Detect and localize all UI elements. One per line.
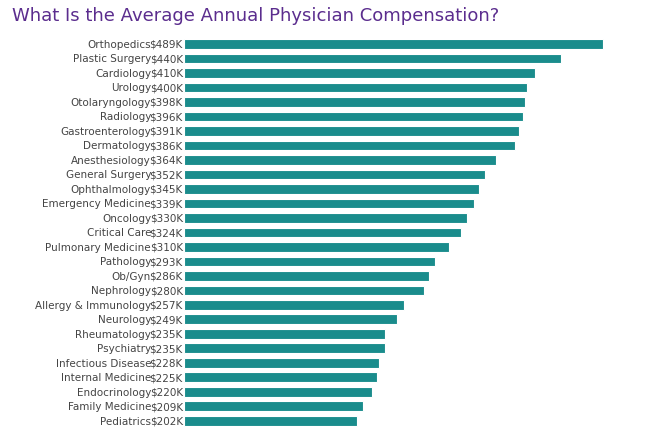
Bar [184, 155, 496, 166]
Text: Gastroenterology: Gastroenterology [60, 127, 151, 137]
Bar [184, 358, 379, 368]
Text: Orthopedics: Orthopedics [88, 40, 151, 50]
Bar [184, 170, 486, 180]
Text: Emergency Medicine: Emergency Medicine [43, 199, 151, 209]
Text: Plastic Surgery: Plastic Surgery [73, 54, 151, 64]
Text: Critical Care: Critical Care [86, 228, 151, 238]
Text: $364K: $364K [150, 155, 183, 166]
Text: $345K: $345K [150, 184, 183, 194]
Text: What Is the Average Annual Physician Compensation?: What Is the Average Annual Physician Com… [12, 7, 499, 25]
Text: $225K: $225K [150, 373, 183, 382]
Text: Otolaryngology: Otolaryngology [71, 98, 151, 108]
Text: $330K: $330K [150, 213, 183, 223]
Bar [184, 112, 523, 122]
Text: Endocrinology: Endocrinology [77, 387, 151, 397]
Text: Radiology: Radiology [100, 112, 151, 122]
Text: $352K: $352K [150, 170, 183, 180]
Bar [184, 69, 535, 79]
Bar [184, 387, 372, 397]
Text: Oncology: Oncology [102, 213, 151, 223]
Text: Ophthalmology: Ophthalmology [71, 184, 151, 194]
Bar [184, 329, 385, 339]
Text: $235K: $235K [150, 329, 183, 339]
Bar [184, 315, 397, 325]
Text: $396K: $396K [150, 112, 183, 122]
Text: $293K: $293K [150, 257, 183, 267]
Bar [184, 344, 385, 353]
Text: $280K: $280K [150, 286, 183, 296]
Text: $410K: $410K [150, 69, 183, 79]
Bar [184, 243, 450, 252]
Bar [184, 54, 561, 64]
Text: Psychiatry: Psychiatry [97, 344, 151, 353]
Text: $391K: $391K [150, 127, 183, 137]
Bar [184, 141, 515, 151]
Text: $249K: $249K [150, 315, 183, 325]
Text: $339K: $339K [150, 199, 183, 209]
Text: $286K: $286K [150, 271, 183, 281]
Bar [184, 286, 424, 296]
Bar [184, 98, 525, 108]
Text: Infectious Disease: Infectious Disease [55, 358, 151, 368]
Text: $220K: $220K [150, 387, 183, 397]
Text: $202K: $202K [150, 416, 183, 426]
Bar [184, 300, 404, 310]
Bar [184, 416, 357, 426]
Text: $209K: $209K [150, 402, 183, 411]
Text: Dermatology: Dermatology [83, 141, 151, 151]
Bar [184, 83, 526, 93]
Text: Pulmonary Medicine: Pulmonary Medicine [45, 242, 151, 252]
Text: Pathology: Pathology [100, 257, 151, 267]
Text: $228K: $228K [150, 358, 183, 368]
Text: Rheumatology: Rheumatology [75, 329, 151, 339]
Text: Allergy & Immunology: Allergy & Immunology [35, 300, 151, 310]
Text: Anesthesiology: Anesthesiology [72, 155, 151, 166]
Bar [184, 373, 377, 382]
Text: $489K: $489K [150, 40, 183, 50]
Text: Neurology: Neurology [97, 315, 151, 325]
Text: Pediatrics: Pediatrics [100, 416, 151, 426]
Bar [184, 184, 479, 194]
Bar [184, 402, 363, 411]
Text: $440K: $440K [150, 54, 183, 64]
Bar [184, 40, 603, 50]
Text: $310K: $310K [150, 242, 183, 252]
Bar [184, 272, 429, 281]
Text: Internal Medicine: Internal Medicine [61, 373, 151, 382]
Text: $257K: $257K [150, 300, 183, 310]
Text: Family Medicine: Family Medicine [68, 402, 151, 411]
Bar [184, 199, 474, 209]
Text: Cardiology: Cardiology [95, 69, 151, 79]
Text: Urology: Urology [111, 83, 151, 93]
Text: $386K: $386K [150, 141, 183, 151]
Text: General Surgery: General Surgery [66, 170, 151, 180]
Bar [184, 257, 435, 267]
Bar [184, 228, 461, 238]
Text: $398K: $398K [150, 98, 183, 108]
Text: $235K: $235K [150, 344, 183, 353]
Text: $400K: $400K [150, 83, 183, 93]
Bar [184, 214, 466, 223]
Text: Ob/Gyn: Ob/Gyn [112, 271, 151, 281]
Text: Nephrology: Nephrology [91, 286, 151, 296]
Bar [184, 127, 519, 137]
Text: $324K: $324K [150, 228, 183, 238]
